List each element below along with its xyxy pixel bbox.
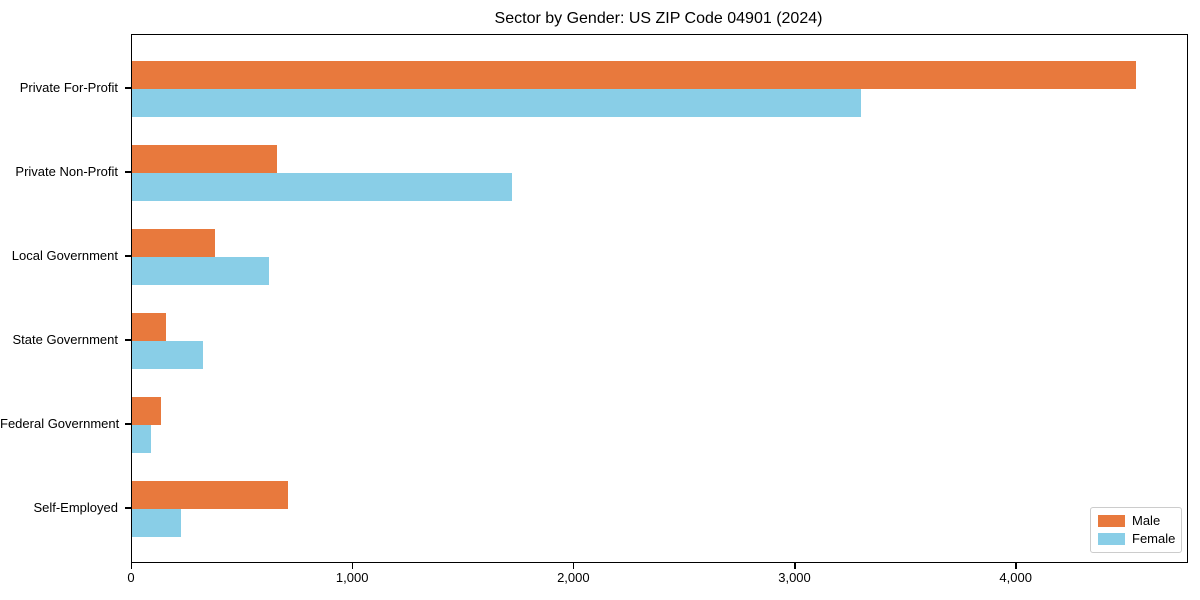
plot-area	[131, 34, 1188, 563]
y-tick-label: Private For-Profit	[19, 80, 118, 95]
x-tick-mark	[351, 563, 354, 569]
y-tick-label: Local Government	[11, 248, 118, 263]
x-tick-mark	[794, 563, 796, 569]
legend-swatch-male	[1098, 515, 1125, 527]
bar-female-3	[132, 341, 203, 369]
x-tick-label: 3,000	[778, 570, 811, 585]
y-tick-label: Self-Employed	[33, 500, 118, 515]
bar-female-0	[132, 89, 861, 117]
legend-label-male: Male	[1132, 513, 1161, 528]
bar-male-2	[132, 229, 215, 257]
bar-male-1	[132, 145, 277, 173]
x-tick-mark	[130, 563, 132, 569]
y-tick-label: Federal Government	[0, 416, 120, 431]
legend-label-female: Female	[1132, 531, 1176, 546]
bar-male-3	[132, 313, 167, 341]
bar-female-5	[132, 509, 181, 537]
legend: Male Female	[1090, 507, 1182, 553]
bar-female-2	[132, 257, 270, 285]
bar-male-4	[132, 397, 161, 425]
legend-item-female: Female	[1098, 531, 1176, 547]
bar-male-0	[132, 61, 1137, 89]
y-tick-mark	[125, 255, 131, 257]
x-tick-label: 1,000	[335, 570, 369, 585]
y-tick-mark	[125, 339, 131, 341]
bar-female-4	[132, 425, 151, 453]
y-tick-mark	[125, 507, 131, 509]
bar-female-1	[132, 173, 513, 201]
legend-item-male: Male	[1098, 513, 1174, 529]
x-tick-mark	[1015, 563, 1017, 569]
x-tick-mark	[572, 563, 575, 569]
y-tick-label: State Government	[12, 332, 119, 347]
chart-title: Sector by Gender: US ZIP Code 04901 (202…	[494, 10, 823, 27]
x-tick-label: 0	[127, 570, 135, 585]
y-tick-mark	[125, 87, 131, 89]
y-tick-label: Private Non-Profit	[15, 164, 118, 179]
y-tick-mark	[125, 171, 131, 173]
x-tick-label: 2,000	[557, 570, 590, 585]
y-tick-mark	[125, 423, 131, 425]
bar-male-5	[132, 481, 288, 509]
x-tick-label: 4,000	[999, 570, 1032, 585]
legend-swatch-female	[1098, 533, 1125, 545]
